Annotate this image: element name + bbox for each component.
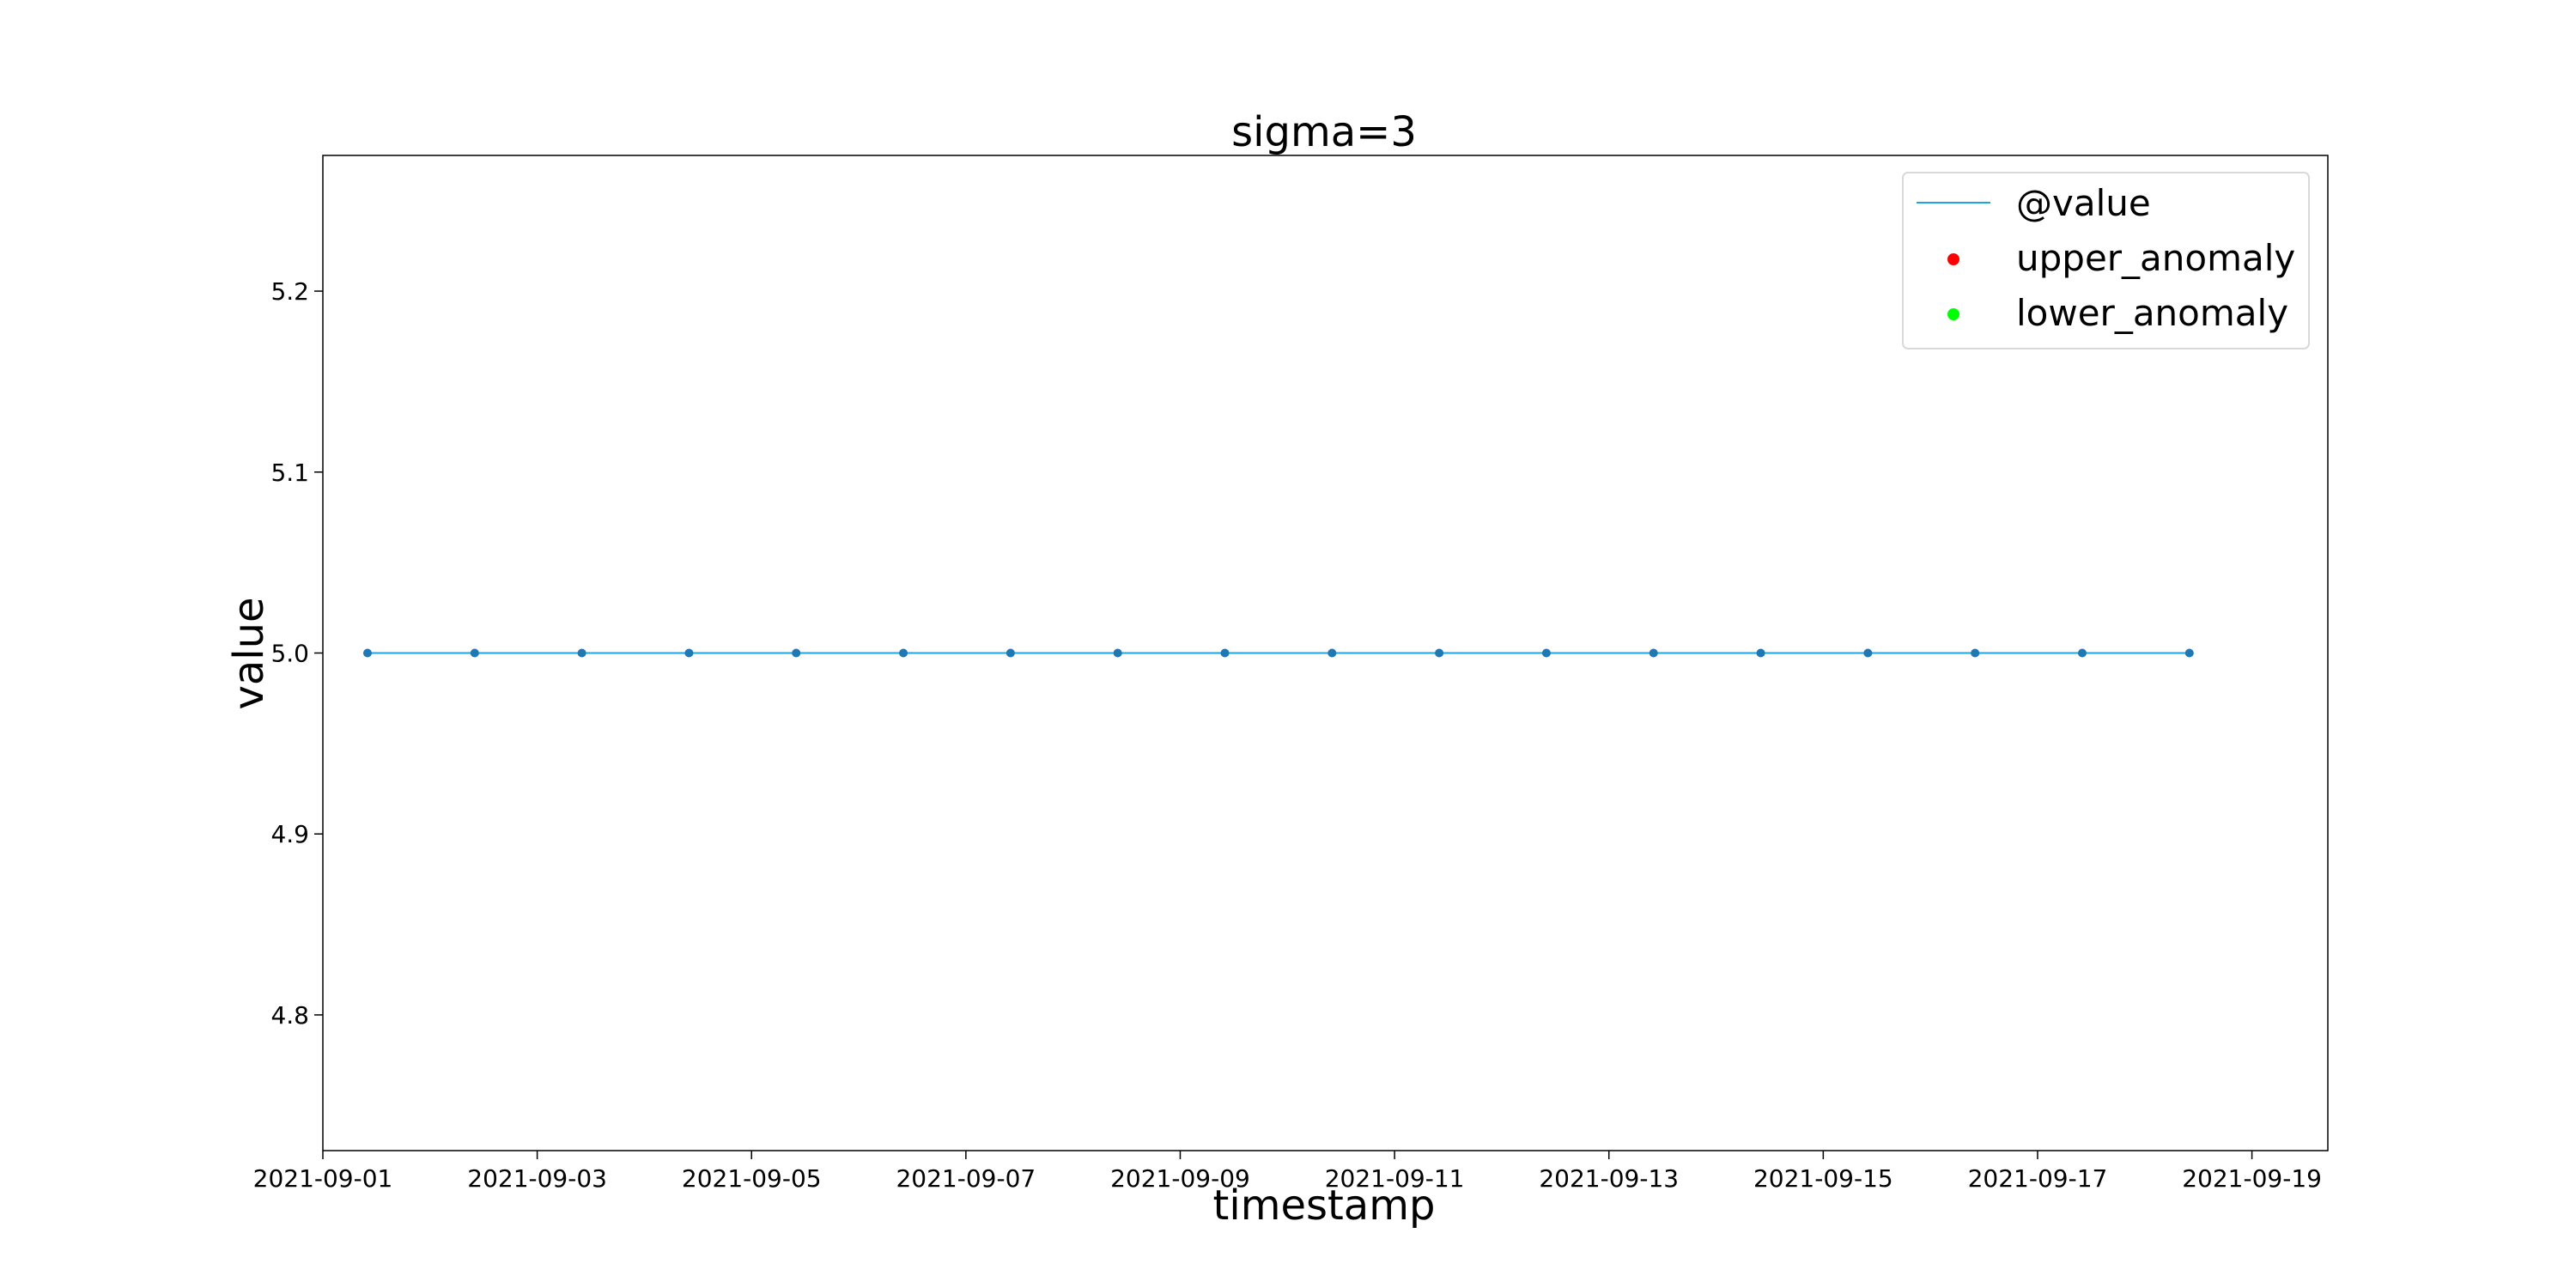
value-point	[1541, 648, 1551, 658]
x-tick-label: 2021-09-15	[1753, 1164, 1893, 1193]
series-layer	[363, 648, 2194, 658]
legend-label-value: @value	[2016, 182, 2151, 224]
x-tick-label: 2021-09-03	[467, 1164, 607, 1193]
value-point	[1756, 648, 1765, 658]
value-point	[2184, 648, 2194, 658]
value-point	[1220, 648, 1230, 658]
legend-label-lower-anomaly: lower_anomaly	[2016, 292, 2288, 334]
value-point	[792, 648, 801, 658]
value-point	[577, 648, 586, 658]
legend-upper-anomaly-swatch	[1947, 253, 1959, 265]
y-axis-label: value	[225, 597, 273, 709]
x-tick-label: 2021-09-11	[1325, 1164, 1465, 1193]
value-point	[1327, 648, 1337, 658]
value-point	[1113, 648, 1122, 658]
x-tick-label: 2021-09-09	[1110, 1164, 1250, 1193]
y-tick-label: 5.0	[270, 640, 309, 668]
legend-box	[1902, 172, 2310, 349]
value-point	[684, 648, 694, 658]
chart-title: sigma=3	[1231, 108, 1417, 156]
x-axis-label: timestamp	[1213, 1182, 1436, 1230]
legend-label-upper-anomaly: upper_anomaly	[2016, 237, 2295, 279]
x-tick-label: 2021-09-07	[896, 1164, 1036, 1193]
value-point	[1649, 648, 1658, 658]
value-point	[1005, 648, 1015, 658]
x-tick-label: 2021-09-17	[1968, 1164, 2108, 1193]
value-point	[1435, 648, 1444, 658]
value-point	[1971, 648, 1980, 658]
value-point	[899, 648, 908, 658]
x-axis: 2021-09-01 2021-09-03 2021-09-05 2021-09-07…	[253, 1151, 2322, 1193]
x-tick-label: 2021-09-19	[2182, 1164, 2322, 1193]
value-point	[2077, 648, 2087, 658]
y-tick-label: 5.1	[270, 459, 309, 487]
y-axis: 4.8 4.9 5.0 5.1 5.2	[270, 277, 323, 1030]
legend-lower-anomaly-swatch	[1947, 308, 1959, 320]
y-tick-label: 4.9	[270, 820, 309, 848]
x-tick-label: 2021-09-01	[253, 1164, 393, 1193]
y-tick-label: 5.2	[270, 277, 309, 306]
x-tick-label: 2021-09-05	[682, 1164, 822, 1193]
x-tick-label: 2021-09-13	[1539, 1164, 1679, 1193]
y-tick-label: 4.8	[270, 1001, 309, 1030]
value-point	[363, 648, 373, 658]
legend: @value upper_anomaly lower_anomaly	[1902, 172, 2310, 349]
value-point	[470, 648, 479, 658]
value-point	[1863, 648, 1873, 658]
